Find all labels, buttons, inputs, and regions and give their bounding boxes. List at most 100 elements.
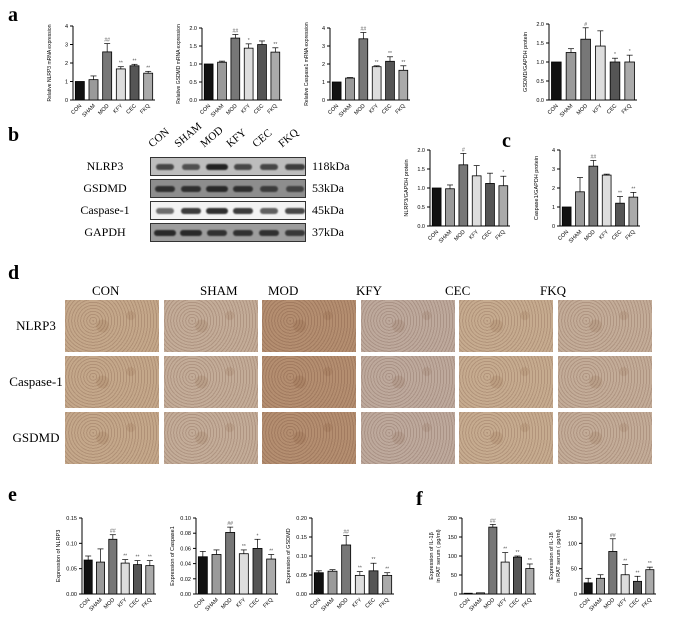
x-tick-label: KFY bbox=[351, 597, 363, 609]
bar bbox=[327, 570, 338, 595]
y-axis-label: Caspase1/GAPDH protein bbox=[534, 156, 540, 220]
blot-band bbox=[260, 208, 278, 214]
blot-kda-label: 118kDa bbox=[312, 159, 350, 173]
x-tick-label: KFY bbox=[592, 103, 604, 115]
y-tick-label: 0 bbox=[574, 592, 577, 598]
y-tick-label: 0.00 bbox=[66, 592, 77, 598]
y-tick-label: 0.5 bbox=[417, 205, 425, 211]
x-tick-label: KFY bbox=[117, 597, 129, 609]
significance-label: ## bbox=[591, 154, 597, 160]
x-tick-label: SHAM bbox=[588, 597, 604, 613]
bar bbox=[341, 544, 352, 595]
significance-label: ** bbox=[618, 191, 622, 197]
bar bbox=[345, 77, 355, 101]
blot-band bbox=[206, 230, 228, 236]
ihc-micrograph bbox=[459, 356, 553, 408]
x-tick-label: SHAM bbox=[438, 229, 454, 245]
blot-strip bbox=[150, 223, 306, 242]
y-tick-label: 0 bbox=[322, 98, 325, 104]
x-tick-label: CEC bbox=[606, 103, 618, 115]
x-tick-label: CEC bbox=[248, 597, 260, 609]
y-tick-label: 0 bbox=[552, 224, 555, 230]
x-tick-label: KFY bbox=[617, 597, 629, 609]
ihc-row-label: Caspase-1 bbox=[9, 374, 63, 389]
blot-band bbox=[154, 186, 176, 192]
significance-label: # bbox=[462, 147, 465, 153]
x-tick-label: FKQ bbox=[395, 103, 408, 116]
y-axis-label: Relative NLRP3 mRNA expression bbox=[47, 24, 53, 101]
bar bbox=[243, 47, 254, 101]
significance-label: ## bbox=[490, 518, 496, 524]
bar bbox=[583, 582, 593, 595]
bar bbox=[601, 174, 612, 227]
y-tick-label: 0.15 bbox=[296, 535, 307, 541]
significance-label: ** bbox=[133, 58, 137, 64]
ihc-column-label: KFY bbox=[356, 283, 383, 298]
ihc-micrograph bbox=[361, 300, 455, 352]
y-tick-label: 2 bbox=[65, 61, 68, 67]
x-tick-label: FKQ bbox=[641, 597, 654, 610]
x-tick-label: KFY bbox=[497, 597, 509, 609]
y-tick-label: 1.0 bbox=[417, 186, 425, 192]
blot-band bbox=[285, 208, 305, 214]
ihc-micrograph bbox=[65, 412, 159, 464]
significance-label: ** bbox=[375, 60, 379, 66]
y-axis-label: in RAT serum ( pg/ml) bbox=[436, 529, 442, 582]
x-tick-label: MOD bbox=[220, 597, 233, 610]
bar bbox=[596, 577, 605, 595]
y-axis-label: Relative Caspase1 mRNA expression bbox=[304, 22, 310, 106]
ihc-row-label: GSDMD bbox=[12, 430, 60, 445]
y-tick-label: 0.10 bbox=[180, 516, 191, 522]
y-tick-label: 1.0 bbox=[189, 62, 197, 68]
bar-chart-2: 01234CONSHAM##MOD**KFY**CEC**FKQRelative… bbox=[304, 22, 410, 119]
bar bbox=[358, 38, 369, 101]
panel-label-d: d bbox=[8, 262, 20, 284]
bar bbox=[580, 38, 591, 101]
blot-band bbox=[206, 208, 228, 214]
bar bbox=[575, 191, 585, 227]
x-tick-label: MOD bbox=[97, 103, 110, 116]
blot-band bbox=[258, 230, 280, 236]
significance-label: * bbox=[629, 49, 631, 55]
bar bbox=[252, 548, 263, 595]
x-tick-label: FKQ bbox=[267, 103, 280, 116]
ihc-micrograph bbox=[164, 356, 258, 408]
blot-strip bbox=[150, 201, 306, 220]
bar bbox=[608, 551, 618, 595]
bar bbox=[565, 52, 577, 101]
y-tick-label: 0 bbox=[65, 98, 68, 104]
bar bbox=[633, 580, 642, 595]
x-tick-label: MOD bbox=[225, 103, 238, 116]
significance-label: ** bbox=[631, 186, 635, 192]
bar bbox=[88, 79, 99, 101]
y-tick-label: 150 bbox=[568, 516, 577, 522]
x-tick-label: SHAM bbox=[468, 597, 484, 613]
significance-label: ** bbox=[385, 567, 389, 573]
ihc-micrograph bbox=[262, 300, 356, 352]
blot-band bbox=[232, 230, 254, 236]
significance-label: ** bbox=[623, 559, 627, 565]
bar bbox=[488, 526, 498, 595]
x-tick-label: SHAM bbox=[81, 103, 97, 119]
bar bbox=[217, 61, 227, 101]
x-tick-label: MOD bbox=[453, 229, 466, 242]
bar bbox=[354, 574, 365, 595]
y-tick-label: 0.15 bbox=[66, 516, 77, 522]
significance-label: ** bbox=[123, 554, 127, 560]
blot-band bbox=[180, 230, 202, 236]
y-tick-label: 0.5 bbox=[536, 79, 544, 85]
x-tick-label: MOD bbox=[603, 597, 616, 610]
significance-label: ** bbox=[388, 51, 392, 57]
bar bbox=[513, 556, 522, 595]
blot-kda-label: 53kDa bbox=[312, 181, 344, 195]
y-tick-label: 4 bbox=[65, 24, 68, 30]
y-axis-label: Expression of Caspase1 bbox=[170, 526, 176, 586]
y-tick-label: 1.0 bbox=[536, 60, 544, 66]
significance-label: * bbox=[502, 170, 504, 176]
x-tick-label: SHAM bbox=[568, 229, 584, 245]
significance-label: ** bbox=[242, 544, 246, 550]
y-tick-label: 1 bbox=[65, 80, 68, 86]
panel-label-f: f bbox=[416, 488, 423, 510]
